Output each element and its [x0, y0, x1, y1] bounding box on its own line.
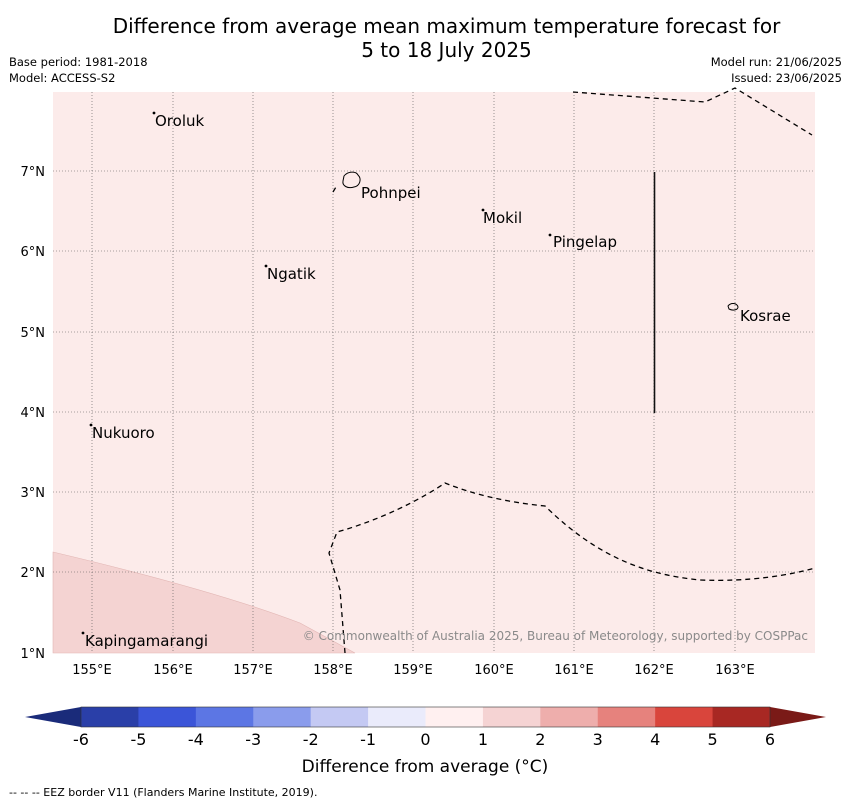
colorbar-tick-label: 5: [707, 730, 717, 749]
eez-border-stub: [332, 186, 337, 193]
colorbar-tick-label: 3: [593, 730, 603, 749]
lon-tick-156: 156°E: [153, 663, 193, 678]
colorbar-low-extend: [25, 707, 81, 727]
colorbar-swatch: [253, 707, 312, 727]
place-label-nukuoro: Nukuoro: [92, 424, 155, 442]
lon-tick-157: 157°E: [233, 663, 273, 678]
place-label-kosrae: Kosrae: [740, 307, 791, 325]
colorbar-swatch: [540, 707, 599, 727]
anomaly-fill-1-2: [52, 551, 356, 654]
lon-tick-158: 158°E: [313, 663, 353, 678]
colorbar-swatch: [597, 707, 656, 727]
colorbar-swatch: [368, 707, 426, 727]
lat-tick-2: 2°N: [21, 566, 46, 581]
colorbar-tick-label: 4: [650, 730, 660, 749]
colorbar-swatch: [655, 707, 714, 727]
colorbar-tick-label: -1: [360, 730, 376, 749]
colorbar-tick-label: -6: [73, 730, 89, 749]
lon-tick-160: 160°E: [474, 663, 514, 678]
place-label-pingelap: Pingelap: [553, 233, 617, 251]
colorbar-tick-label: 2: [535, 730, 545, 749]
lon-tick-163: 163°E: [715, 663, 755, 678]
oroluk-dot: [152, 111, 156, 115]
chart-title-line2: 5 to 18 July 2025: [361, 38, 532, 62]
lat-tick-5: 5°N: [21, 326, 46, 341]
colorbar-swatch: [195, 707, 254, 727]
place-label-kapingamarangi: Kapingamarangi: [85, 632, 208, 650]
nukuoro-dot: [89, 423, 93, 427]
lat-tick-1: 1°N: [21, 647, 46, 662]
colorbar-swatch: [712, 707, 771, 727]
model-text: Model: ACCESS-S2: [9, 71, 116, 85]
place-label-ngatik: Ngatik: [267, 265, 316, 283]
lon-tick-162: 162°E: [634, 663, 674, 678]
eez-border-north: [572, 87, 813, 136]
colorbar: -6 -5 -4 -3 -2 -1 0 1 2 3 4 5 6: [25, 706, 826, 749]
colorbar-tick-label: -3: [245, 730, 261, 749]
lon-tick-159: 159°E: [393, 663, 433, 678]
model-run-text: Model run: 21/06/2025: [710, 55, 842, 69]
lat-tick-7: 7°N: [21, 165, 46, 180]
kosrae-island-outline: [727, 303, 739, 311]
chart-title-line1: Difference from average mean maximum tem…: [112, 14, 781, 38]
mokil-dot: [481, 208, 485, 212]
colorbar-high-extend: [770, 707, 826, 727]
colorbar-tick-label: 6: [765, 730, 775, 749]
colorbar-tick-label: -2: [303, 730, 319, 749]
eez-footnote: -- -- -- EEZ border V11 (Flanders Marine…: [9, 786, 318, 799]
place-label-oroluk: Oroluk: [155, 112, 204, 130]
colorbar-swatch: [81, 707, 139, 727]
lon-tick-155: 155°E: [72, 663, 112, 678]
pingelap-dot: [548, 233, 552, 237]
colorbar-swatch: [425, 707, 484, 727]
anomaly-fill-0-1: [53, 92, 815, 653]
colorbar-tick-label: -5: [130, 730, 146, 749]
lat-tick-6: 6°N: [21, 245, 46, 260]
copyright-text: © Commonwealth of Australia 2025, Bureau…: [303, 629, 808, 643]
colorbar-swatch: [138, 707, 197, 727]
lat-tick-3: 3°N: [21, 486, 46, 501]
pohnpei-island-outline: [342, 171, 361, 189]
place-label-pohnpei: Pohnpei: [361, 184, 421, 202]
lat-tick-4: 4°N: [21, 406, 46, 421]
colorbar-outline: [80, 706, 771, 728]
colorbar-tick-label: -4: [188, 730, 204, 749]
colorbar-swatch: [482, 707, 541, 727]
issued-text: Issued: 23/06/2025: [731, 71, 842, 85]
islands: [81, 111, 739, 635]
eez-borders: [328, 87, 816, 654]
colorbar-title: Difference from average (°C): [301, 757, 549, 777]
colorbar-swatch: [310, 707, 369, 727]
colorbar-tick-label: 1: [478, 730, 488, 749]
ngatik-dot: [264, 264, 268, 268]
kapingamarangi-dot: [81, 631, 85, 635]
colorbar-swatches: [81, 707, 771, 727]
place-label-mokil: Mokil: [483, 209, 522, 227]
map-panel[interactable]: Oroluk Pohnpei Mokil Pingelap Ngatik Kos…: [0, 0, 850, 700]
base-period-text: Base period: 1981-2018: [9, 55, 148, 69]
colorbar-tick-label: 0: [420, 730, 430, 749]
colorbar-tick-labels: -6 -5 -4 -3 -2 -1 0 1 2 3 4 5 6: [73, 730, 775, 749]
eez-border-south: [328, 482, 816, 654]
lon-tick-161: 161°E: [554, 663, 594, 678]
